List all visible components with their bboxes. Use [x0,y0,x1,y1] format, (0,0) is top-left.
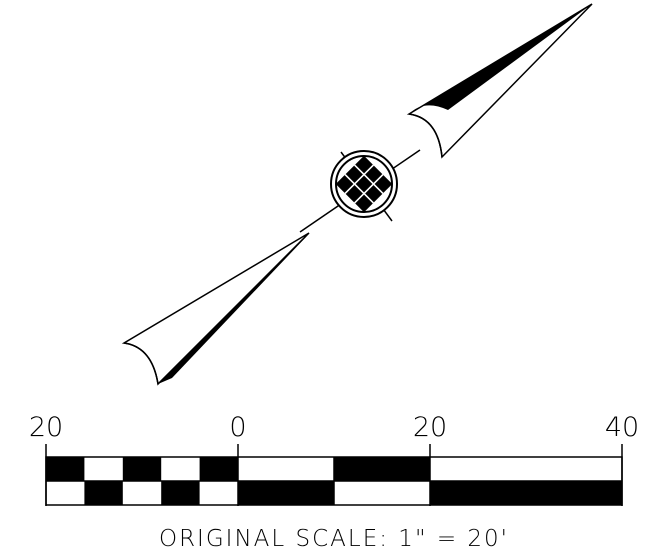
scale-checker-section [46,457,238,505]
scale-caption: ORIGINAL SCALE: 1" = 20' [159,526,509,552]
arrow-head-lower [121,232,310,386]
scale-block-section [238,457,622,505]
scale-bar: 20 0 20 40 ORI [29,412,639,552]
arrow-head-lower-fill [158,233,309,384]
arrow-head-upper-fill [409,4,592,114]
scale-tick-label: 20 [413,412,447,443]
compass-hub [330,150,398,222]
arrow-head-lower-outline [121,232,310,386]
north-arrow [121,3,593,386]
arrow-head-lower-notch [123,342,159,385]
scale-tick-label: 0 [229,412,246,443]
scale-outline [45,456,623,506]
scale-tick-label: 20 [29,412,63,443]
arrow-head-upper [406,3,593,159]
arrow-head-upper-notch [408,113,443,158]
scale-tick-label: 40 [605,412,639,443]
